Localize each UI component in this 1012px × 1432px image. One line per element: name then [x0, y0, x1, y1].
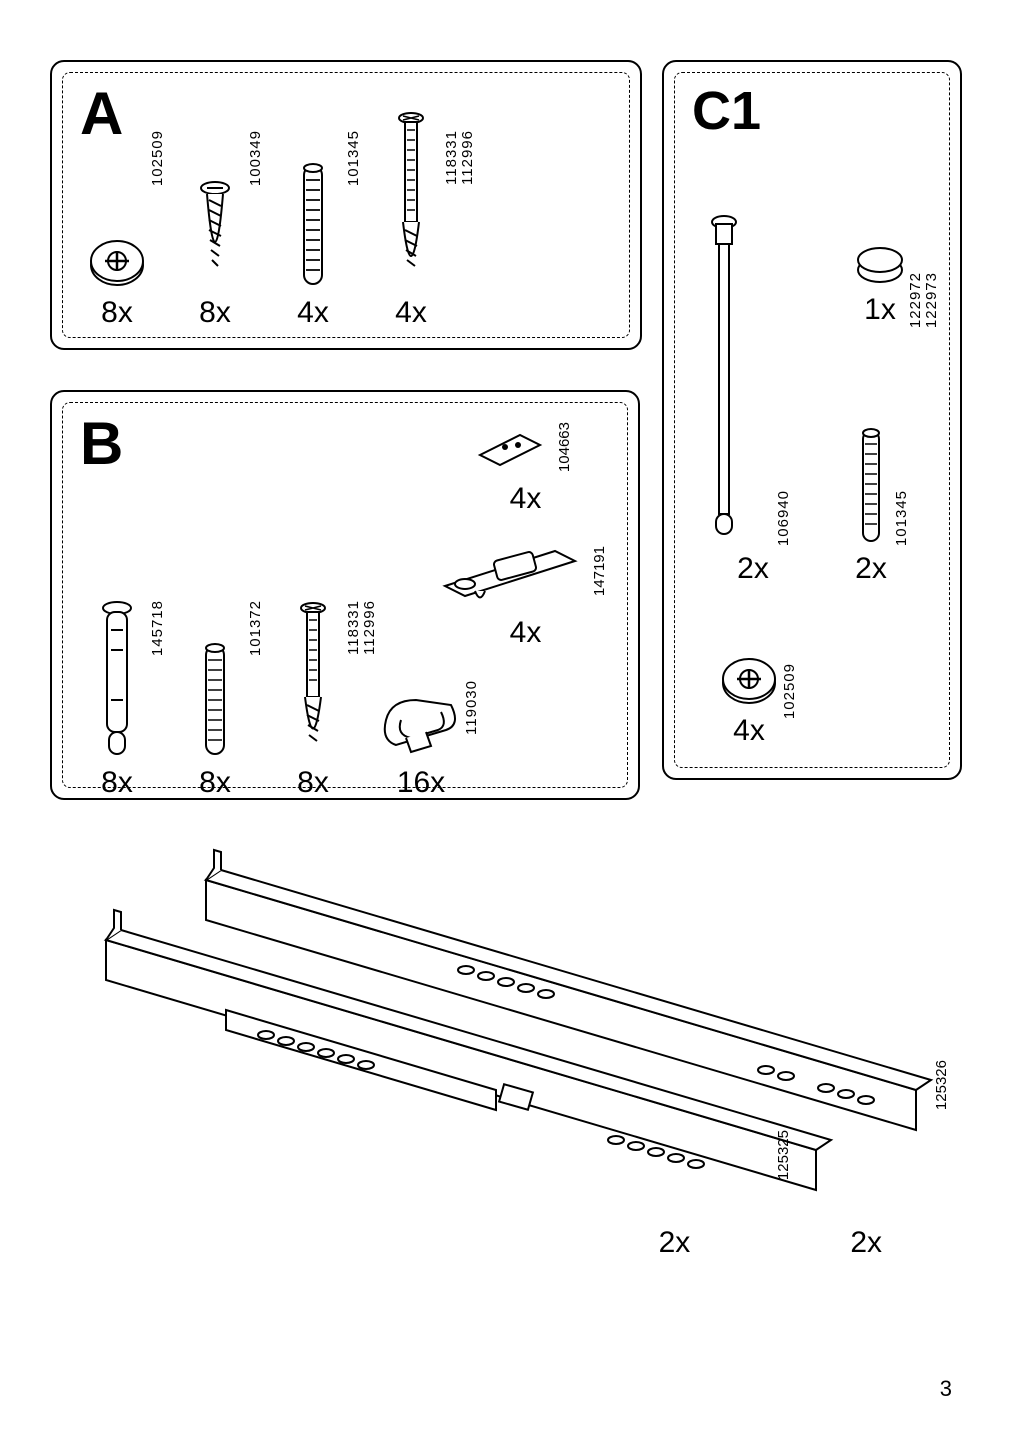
partnum: 101345	[893, 490, 910, 546]
wood-screw-icon	[195, 180, 235, 290]
qty: 8x	[297, 766, 329, 800]
qty: 8x	[101, 296, 133, 330]
bag-a: A 102509 8x	[50, 60, 642, 350]
nail-plate-icon	[470, 425, 550, 470]
part-cover-cap: 122972 122973 1x	[840, 242, 920, 327]
bag-b: B 104663 4x 147191 4x	[50, 390, 640, 800]
drawer-fitting-icon	[435, 536, 585, 606]
qty: 8x	[199, 296, 231, 330]
dowel-icon	[296, 160, 330, 290]
bag-label: C1	[692, 84, 761, 138]
part-drawer-fitting: 147191	[435, 536, 608, 606]
dowel-icon	[856, 426, 886, 546]
partnum: 102509	[149, 130, 166, 186]
part-wood-screw: 100349 8x	[170, 130, 260, 330]
part-dowel: 101345 4x	[268, 130, 358, 330]
part-cam-bolt-thick: 145718 8x	[72, 600, 162, 800]
cam-lock-icon	[719, 653, 779, 708]
cam-bolt-icon	[391, 110, 431, 290]
qty: 4x	[510, 482, 542, 516]
partnum: 101372	[247, 600, 264, 656]
cover-cap-icon	[853, 242, 908, 287]
partnum2: 112996	[459, 130, 476, 185]
partnum: 100349	[247, 130, 264, 186]
cam-bolt-icon	[293, 600, 333, 760]
drawer-rails: 125326 125325	[50, 840, 962, 1220]
part-nail-plate: 104663	[470, 422, 573, 472]
rail-quantities: 2x 2x	[50, 1226, 962, 1260]
part-cam-bolt: 118331 112996 4x	[366, 130, 456, 330]
part-bolt-peg: 106940 2x	[718, 422, 788, 586]
qty: 4x	[510, 616, 542, 650]
qty: 4x	[395, 296, 427, 330]
qty: 2x	[850, 1226, 882, 1260]
qty: 1x	[864, 293, 896, 327]
cam-lock-icon	[87, 235, 147, 290]
part-cam-bolt-b: 118331 112996 8x	[268, 600, 358, 800]
partnum: 102509	[781, 663, 798, 719]
qty: 8x	[101, 766, 133, 800]
qty: 2x	[659, 1226, 691, 1260]
part-drawer-clip: 119030 16x	[366, 680, 476, 800]
partnum: 125325	[775, 1130, 792, 1180]
partnum: 119030	[463, 680, 480, 735]
part-cam-lock: 102509 8x	[72, 130, 162, 330]
qty: 4x	[297, 296, 329, 330]
qty: 2x	[855, 552, 887, 586]
part-cam-lock-c1: 102509 4x	[704, 653, 794, 748]
part-dowel-c1: 101345 2x	[836, 426, 906, 586]
partnum: 122972	[907, 272, 924, 328]
qty: 8x	[199, 766, 231, 800]
partnum2: 122973	[923, 272, 940, 328]
part-dowel-short: 101372 8x	[170, 600, 260, 800]
partnum: 104663	[556, 422, 573, 472]
partnum2: 112996	[361, 600, 378, 655]
partnum: 118331	[345, 600, 362, 655]
qty: 4x	[733, 714, 765, 748]
drawer-clip-icon	[376, 690, 466, 760]
partnum: 145718	[149, 600, 166, 656]
partnum: 147191	[591, 546, 608, 596]
partnum: 106940	[775, 490, 792, 546]
partnum: 101345	[345, 130, 362, 186]
page-number: 3	[940, 1376, 952, 1402]
qty: 16x	[397, 766, 445, 800]
partnum: 125326	[933, 1060, 950, 1110]
assembly-page: A 102509 8x	[0, 0, 1012, 1432]
partnum: 118331	[443, 130, 460, 185]
bag-c1: C1 122972 122973 1x	[662, 60, 962, 780]
drawer-rails-icon	[66, 840, 946, 1220]
bag-label: B	[80, 414, 123, 474]
dowel-short-icon	[199, 640, 231, 760]
qty: 2x	[737, 552, 769, 586]
cam-bolt-thick-icon	[97, 600, 137, 760]
